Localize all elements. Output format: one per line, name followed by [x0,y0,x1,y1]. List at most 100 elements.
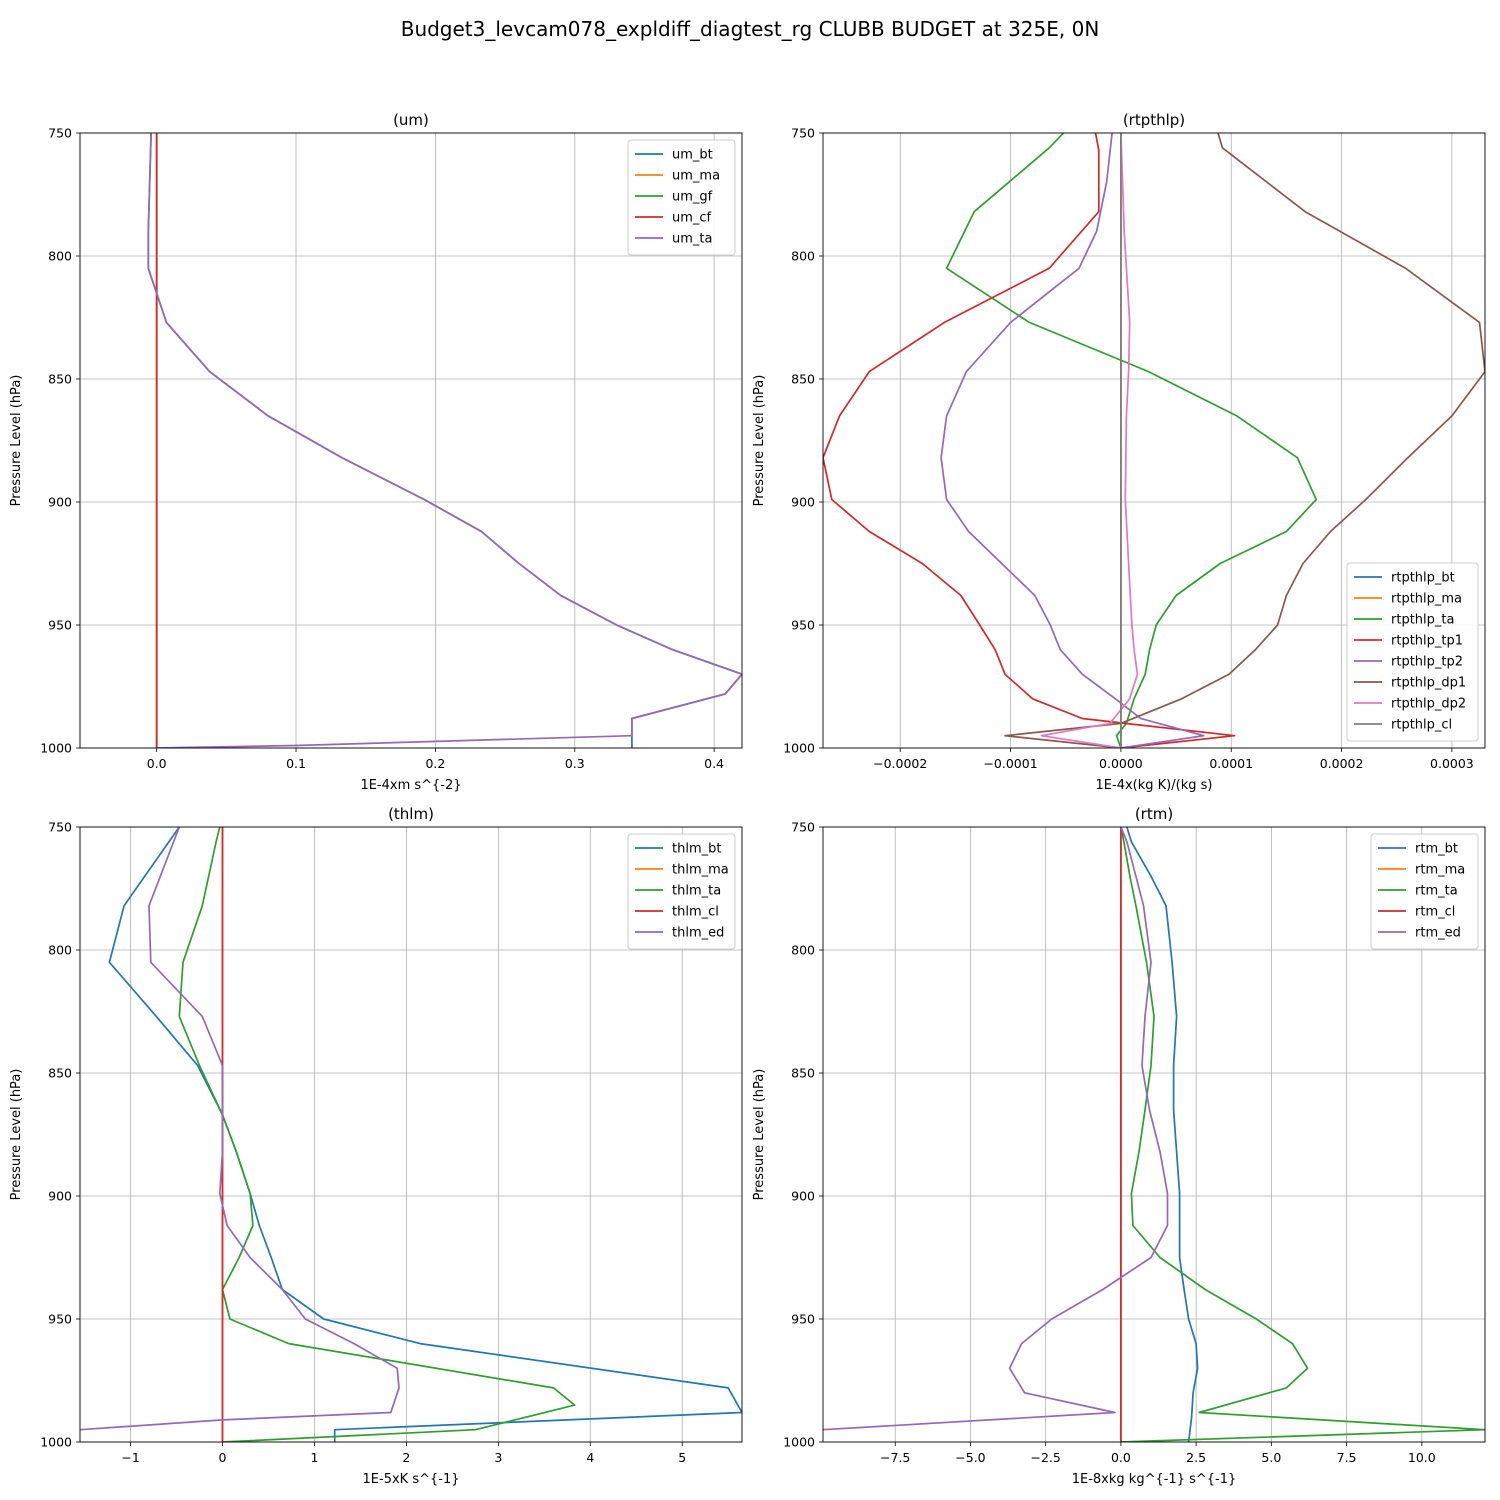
y-tick-label: 1000 [40,1435,72,1450]
chart-title: (rtm) [1135,805,1173,823]
legend-label: rtpthlp_ta [1391,613,1454,628]
series-line-rtpthlp_tp2 [940,133,1205,748]
axes-frame [79,826,743,1443]
series-line-rtm_ta [1120,827,1485,1442]
x-tick-label: 0.0001 [1209,756,1253,771]
axes-frame [822,132,1486,749]
y-tick-label: 850 [48,1066,72,1081]
x-tick-label: −5.0 [955,1450,985,1465]
legend-label: rtm_ta [1415,884,1458,899]
series-group [147,133,742,748]
series-line-rtpthlp_dp2 [1040,133,1139,748]
y-tick-label: 950 [791,618,815,633]
x-tick-label: −7.5 [880,1450,910,1465]
x-tick-label: 0.0 [147,756,167,771]
axes-frame [822,826,1486,1443]
legend-label: um_gf [672,190,713,205]
x-tick-label: 0.2 [425,756,445,771]
legend-label: thlm_ed [672,926,724,941]
x-axis-label: 1E-4x(kg K)/(kg s) [1096,778,1213,793]
y-tick-label: 1000 [40,741,72,756]
y-tick-label: 950 [48,1312,72,1327]
x-axis-label: 1E-4xm s^{-2} [360,778,461,793]
chart-panel-1: 0.0 0.1 0.2 0.3 0.4 750 800 850 900 950 1000 (um) 1E… [9,111,743,793]
y-axis-label: Pressure Level (hPa) [752,1069,767,1201]
y-tick-label: 800 [791,943,815,958]
legend-label: rtpthlp_ma [1391,592,1462,607]
chart-panel-4: −7.5 −5.0 −2.5 0.0 2.5 5.0 7.5 10.0 750 800 850 900… [752,805,1486,1487]
series-line-rtpthlp_ta [945,133,1318,748]
y-tick-label: 950 [791,1312,815,1327]
legend: rtpthlp_bt rtpthlp_ma rtpthlp_ta rtpthlp_tp… [1346,562,1479,742]
x-tick-label: 0.0002 [1320,756,1364,771]
y-tick-label: 1000 [783,1435,815,1450]
x-tick-label: 0.0003 [1430,756,1474,771]
y-axis-label: Pressure Level (hPa) [9,1069,24,1201]
legend-label: rtpthlp_tp2 [1391,655,1463,670]
x-axis-label: 1E-8xkg kg^{-1} s^{-1} [1072,1472,1237,1487]
x-tick-label: 7.5 [1337,1450,1357,1465]
series-line-rtm_bt [1126,827,1199,1442]
chart-panel-3: −1 0 1 2 3 4 5 750 800 850 900 950 1000 (thlm) 1E-5xK … [9,805,743,1487]
legend-label: um_ma [672,169,720,184]
y-tick-label: 900 [48,1189,72,1204]
x-tick-label: 0.4 [704,756,724,771]
x-tick-label: 0.0 [1111,1450,1131,1465]
axes-frame [79,132,743,749]
x-tick-label: 2.5 [1186,1450,1206,1465]
y-axis-label: Pressure Level (hPa) [9,375,24,507]
x-tick-label: 4 [586,1450,594,1465]
y-tick-label: 850 [791,1066,815,1081]
legend-label: um_cf [672,211,712,226]
legend-label: um_ta [672,232,712,247]
legend-label: um_bt [672,148,713,163]
x-tick-label: 5.0 [1261,1450,1281,1465]
series-line-um_ta [147,133,742,748]
y-tick-label: 900 [48,495,72,510]
y-tick-label: 750 [48,126,72,141]
legend-label: rtpthlp_bt [1391,571,1455,586]
legend-label: rtm_ma [1415,863,1465,878]
y-tick-label: 750 [48,820,72,835]
x-tick-label: 0.0000 [1099,756,1143,771]
x-tick-label: 1 [310,1450,318,1465]
legend: thlm_bt thlm_ma thlm_ta thlm_cl thlm_ed [627,833,736,950]
chart-title: (rtpthlp) [1123,111,1185,129]
series-line-rtpthlp_dp1 [1004,133,1485,748]
series-line-rtpthlp_tp1 [823,133,1236,748]
x-tick-label: 0.1 [286,756,306,771]
series-line-thlm_ta [178,827,576,1442]
legend-label: thlm_ma [672,863,729,878]
y-tick-label: 900 [791,495,815,510]
y-tick-label: 950 [48,618,72,633]
legend-label: rtpthlp_dp1 [1391,676,1466,691]
legend-label: rtm_ed [1415,926,1461,941]
legend-label: thlm_ta [672,884,721,899]
legend-label: thlm_bt [672,842,721,857]
x-tick-label: −2.5 [1030,1450,1060,1465]
y-tick-label: 850 [48,372,72,387]
series-group [823,827,1485,1442]
legend-label: rtm_bt [1415,842,1458,857]
y-tick-label: 850 [791,372,815,387]
x-tick-label: −0.0001 [983,756,1037,771]
x-axis-label: 1E-5xK s^{-1} [363,1472,460,1487]
series-group [80,827,742,1442]
chart-title: (um) [393,111,429,129]
legend-box [1346,562,1479,742]
y-tick-label: 900 [791,1189,815,1204]
series-line-rtm_ed [823,827,1169,1431]
series-group [823,133,1485,748]
figure-title: Budget3_levcam078_expldiff_diagtest_rg C… [401,17,1100,41]
chart-title: (thlm) [388,805,434,823]
legend-label: rtpthlp_cl [1391,718,1452,733]
legend-label: rtm_cl [1415,905,1455,920]
legend: um_bt um_ma um_gf um_cf um_ta [627,139,736,256]
legend-label: rtpthlp_tp1 [1391,634,1463,649]
legend-box [627,139,736,256]
legend-box [1370,833,1479,950]
chart-panel-2: −0.0002 −0.0001 0.0000 0.0001 0.0002 0.0003 75… [752,111,1486,793]
x-tick-label: 3 [494,1450,502,1465]
y-tick-label: 800 [48,943,72,958]
